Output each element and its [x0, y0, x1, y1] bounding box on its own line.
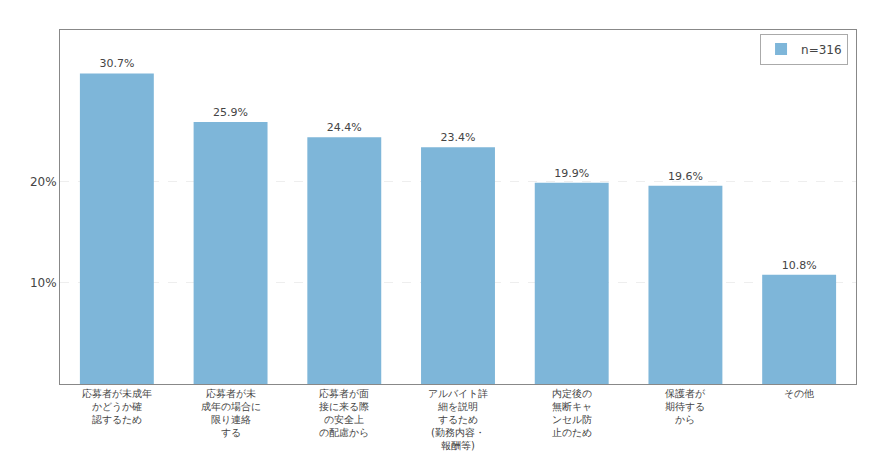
svg-text:24.4%: 24.4%: [327, 121, 362, 134]
svg-text:保護者が期待するから: 保護者が期待するから: [665, 388, 706, 425]
svg-text:応募者が未成年の場合に限り連絡する: 応募者が未成年の場合に限り連絡する: [201, 388, 261, 438]
svg-text:アルバイト詳細を説明するため(勤務内容・報酬等): アルバイト詳細を説明するため(勤務内容・報酬等): [428, 388, 488, 451]
svg-text:23.4%: 23.4%: [441, 131, 476, 144]
svg-text:応募者が面接に来る際の安全上の配慮から: 応募者が面接に来る際の安全上の配慮から: [319, 388, 369, 438]
svg-text:n=316: n=316: [801, 43, 842, 57]
svg-text:10%: 10%: [30, 276, 57, 290]
svg-text:19.9%: 19.9%: [554, 167, 589, 180]
svg-text:応募者が未成年かどうか確認するため: 応募者が未成年かどうか確認するため: [82, 388, 152, 425]
svg-text:19.6%: 19.6%: [668, 170, 703, 183]
svg-text:10.8%: 10.8%: [782, 259, 817, 272]
svg-text:内定後の無断キャンセル防止のため: 内定後の無断キャンセル防止のため: [552, 388, 592, 438]
svg-text:その他: その他: [784, 388, 814, 399]
svg-text:25.9%: 25.9%: [213, 106, 248, 119]
svg-text:30.7%: 30.7%: [99, 57, 134, 70]
svg-text:20%: 20%: [30, 175, 57, 189]
